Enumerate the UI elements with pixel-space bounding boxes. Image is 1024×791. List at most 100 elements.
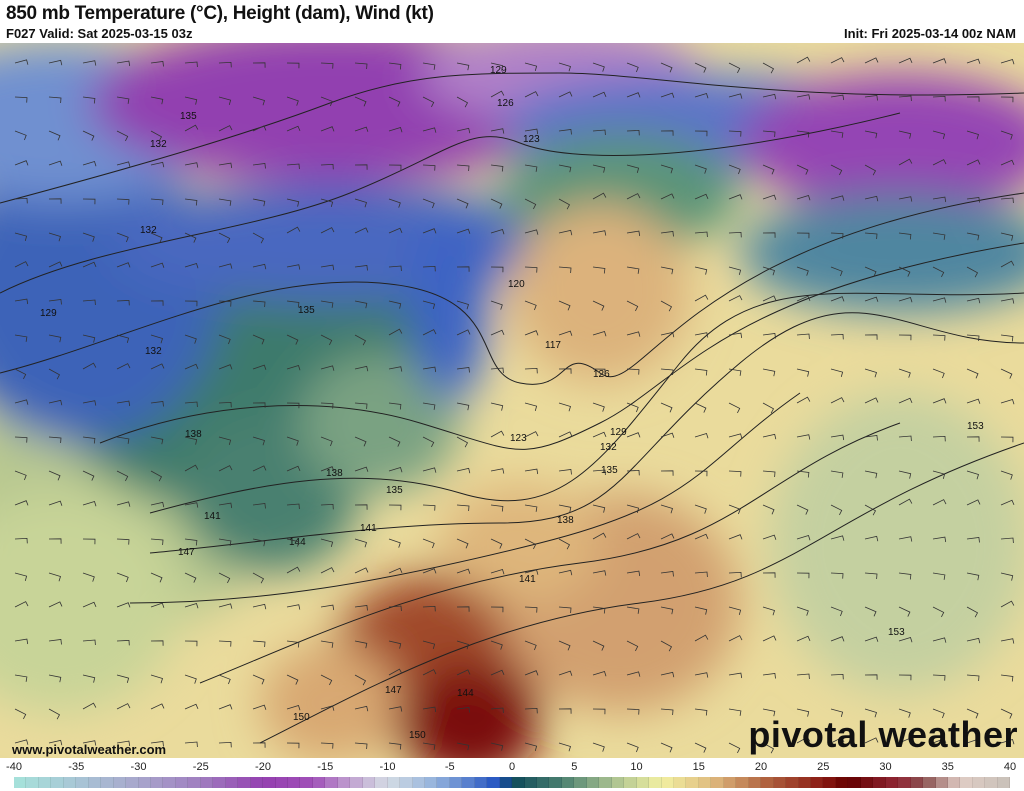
wind-barb <box>218 162 233 169</box>
colorbar-cell <box>163 777 176 788</box>
wind-barb <box>388 402 402 410</box>
wind-barb <box>966 637 981 644</box>
wind-barb <box>558 402 572 412</box>
wind-barb <box>864 572 878 580</box>
wind-barb <box>218 704 233 710</box>
wind-barb <box>728 470 742 477</box>
wind-barb <box>48 436 62 444</box>
wind-barb <box>490 300 503 310</box>
contour-label: 138 <box>185 429 202 440</box>
wind-barb <box>762 470 776 478</box>
wind-barb <box>422 329 437 336</box>
wind-barb <box>14 638 29 645</box>
wind-barb <box>14 708 27 720</box>
colorbar-tick-label: -30 <box>130 761 147 773</box>
wind-barb <box>898 737 913 744</box>
wind-barb <box>932 196 947 203</box>
wind-barb <box>592 368 606 375</box>
wind-barb <box>184 124 199 132</box>
wind-barb <box>48 538 62 544</box>
wind-barb <box>14 261 29 268</box>
wind-barb <box>694 332 709 338</box>
wind-barb <box>660 164 674 174</box>
colorbar-cell <box>960 777 973 788</box>
wind-barb <box>150 640 164 646</box>
colorbar-ticks: -40 -35 -30 -25 -20 -15 -10 -5 0 5 10 15 20 25 30 35 40 <box>0 761 1024 775</box>
wind-barb <box>14 572 28 582</box>
colorbar-cell <box>649 777 662 788</box>
wind-barb <box>252 198 266 207</box>
wind-barb <box>762 295 777 302</box>
wind-barb <box>184 232 197 243</box>
contour-label: 126 <box>593 369 610 380</box>
wind-barb <box>184 703 199 710</box>
wind-barb <box>354 227 369 234</box>
wind-barb <box>252 640 266 648</box>
wind-barb <box>116 262 131 268</box>
wind-barb <box>490 128 505 134</box>
wind-barb <box>14 160 29 166</box>
weather-map[interactable]: 129 126 123 132 135 132 129 135 132 120 117 126 123 1… <box>0 43 1024 758</box>
wind-barb <box>592 431 607 438</box>
wind-barb <box>728 635 743 642</box>
wind-barb <box>456 640 470 650</box>
wind-barb <box>558 569 573 576</box>
wind-barb <box>660 571 674 577</box>
wind-barb <box>524 402 538 412</box>
wind-barb <box>626 402 639 413</box>
wind-barb <box>796 606 809 616</box>
wind-barb <box>524 128 539 135</box>
colorbar-cell <box>26 777 39 788</box>
wind-barb <box>830 397 845 404</box>
wind-barb <box>422 742 436 750</box>
colorbar-cell <box>51 777 64 788</box>
wind-barb <box>694 266 708 275</box>
wind-barb <box>286 300 300 308</box>
wind-barb <box>660 432 675 438</box>
wind-barb <box>558 708 572 714</box>
colorbar-cell <box>885 777 899 788</box>
wind-barb <box>82 161 97 167</box>
wind-barb <box>354 300 368 309</box>
wind-barb <box>1000 600 1015 608</box>
contour-label: 150 <box>409 730 426 741</box>
wind-barb <box>524 640 537 651</box>
wind-barb <box>184 603 199 609</box>
wind-barb <box>456 568 471 574</box>
wind-barb <box>116 639 130 646</box>
wind-barb <box>14 59 29 65</box>
wind-barb <box>830 195 845 201</box>
wind-barb <box>150 96 164 105</box>
colorbar-cell <box>38 777 52 788</box>
colorbar-cell <box>761 777 774 788</box>
wind-barb <box>864 397 879 404</box>
wind-barb <box>830 130 844 138</box>
wind-barb <box>694 634 709 642</box>
wind-barb <box>150 572 163 583</box>
wind-barb <box>388 127 403 133</box>
wind-barb <box>524 91 539 98</box>
wind-barb <box>82 436 96 444</box>
wind-barb <box>286 163 300 170</box>
wind-barb <box>320 198 334 208</box>
wind-barb <box>252 96 266 106</box>
wind-barb <box>48 399 63 406</box>
wind-barb <box>252 232 265 244</box>
wind-barb <box>592 129 606 136</box>
wind-barb <box>660 606 674 615</box>
wind-barb <box>14 232 28 242</box>
wind-barb <box>694 62 707 73</box>
wind-barb <box>524 300 537 311</box>
wind-barb <box>320 300 334 308</box>
wind-barb <box>592 532 607 540</box>
colorbar-cell <box>188 777 201 788</box>
colorbar-cell <box>499 777 513 788</box>
contour-label: 138 <box>557 515 574 526</box>
wind-barb <box>762 93 777 100</box>
wind-barb <box>864 334 878 340</box>
contour-label: 150 <box>293 712 310 723</box>
wind-barb <box>762 194 777 200</box>
wind-barb <box>558 62 572 72</box>
wind-barb <box>796 708 810 717</box>
wind-barb <box>524 431 539 438</box>
